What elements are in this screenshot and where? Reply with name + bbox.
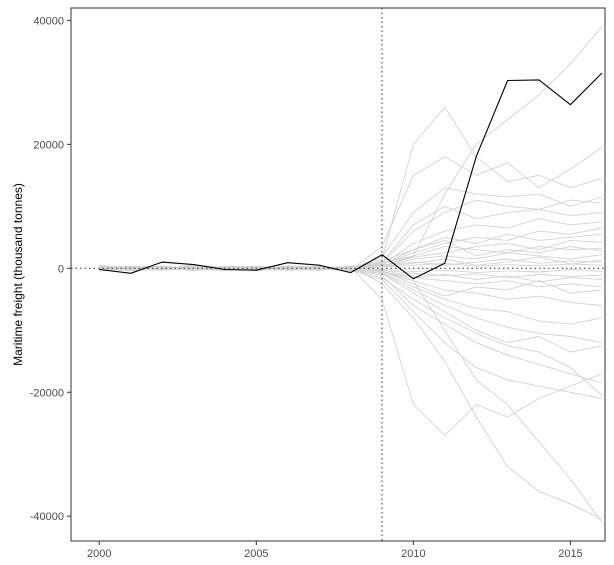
- y-axis: -40000 -20000 0 20000 40000: [30, 15, 71, 523]
- y-axis-title: Maritime freight (thousand tonnes): [11, 183, 25, 366]
- y-tick-label: 20000: [33, 139, 64, 151]
- x-tick-label: 2015: [558, 548, 582, 560]
- x-tick-label: 2005: [244, 548, 268, 560]
- treated-series-group: [99, 72, 603, 280]
- plot-background: [71, 8, 605, 541]
- plot-panel-border: [70, 7, 606, 542]
- y-tick-label: -20000: [30, 387, 64, 399]
- x-tick-label: 2000: [87, 548, 111, 560]
- placebo-series-line-29: [99, 256, 602, 270]
- reference-lines-group: [71, 8, 605, 541]
- placebo-series-line-30: [99, 265, 602, 283]
- y-tick-label: 40000: [33, 15, 64, 27]
- placebo-series-line-31: [99, 187, 603, 270]
- placebo-series-group: [99, 26, 603, 523]
- x-axis: 2000 2005 2010 2015: [87, 541, 583, 560]
- y-tick-label: -40000: [30, 511, 64, 523]
- y-tick-label: 0: [58, 263, 64, 275]
- treated-series-line: [99, 72, 603, 280]
- x-tick-label: 2010: [401, 548, 425, 560]
